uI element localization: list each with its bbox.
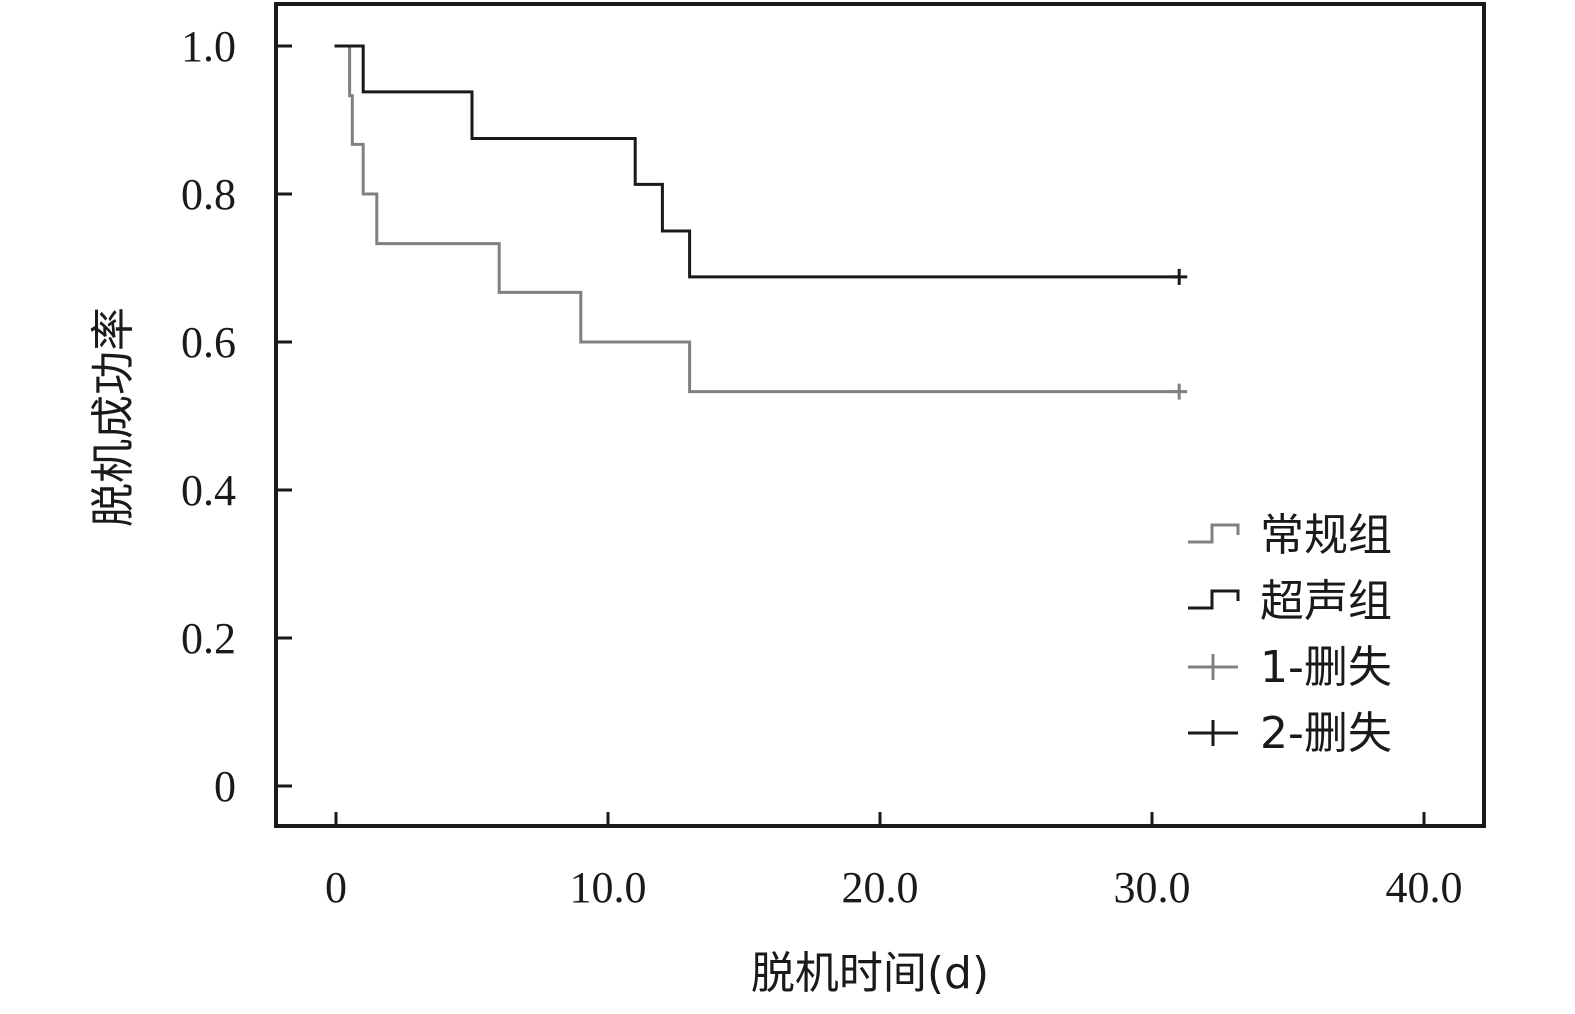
y-tick-label: 0 (214, 762, 236, 811)
legend-label: 1-删失 (1260, 642, 1392, 693)
x-tick-label: 40.0 (1386, 863, 1463, 912)
y-tick-label: 0.6 (181, 318, 236, 367)
x-tick-label: 20.0 (842, 863, 919, 912)
x-tick-label: 30.0 (1114, 863, 1191, 912)
y-axis-ticks: 0 0.2 0.4 0.6 0.8 1.0 (181, 22, 292, 811)
y-tick-label: 1.0 (181, 22, 236, 71)
series-line-2 (334, 44, 1181, 279)
series-line-1 (334, 44, 1181, 394)
plot-frame (274, 2, 1486, 828)
legend-step-symbol (1188, 523, 1240, 544)
y-axis-title: 脱机成功率 (88, 307, 139, 527)
x-tick-label: 0 (325, 863, 347, 912)
x-axis-ticks: 0 10.0 20.0 30.0 40.0 (325, 812, 1463, 912)
y-tick-label: 0.2 (181, 614, 236, 663)
legend-label: 常规组 (1260, 510, 1392, 561)
x-tick-label: 10.0 (570, 863, 647, 912)
legend-label: 2-删失 (1260, 708, 1392, 759)
censor-mark-1 (1171, 383, 1188, 400)
x-axis-title: 脱机时间(d) (751, 948, 989, 999)
censor-marks (1171, 268, 1188, 400)
y-tick-label: 0.8 (181, 170, 236, 219)
legend-step-symbol (1188, 589, 1240, 610)
legend-plus-symbol (1188, 720, 1238, 746)
series-lines (334, 44, 1181, 394)
legend-label: 超声组 (1260, 576, 1392, 627)
censor-mark-2 (1171, 268, 1188, 285)
y-tick-label: 0.4 (181, 466, 236, 515)
legend-plus-symbol (1188, 654, 1238, 680)
